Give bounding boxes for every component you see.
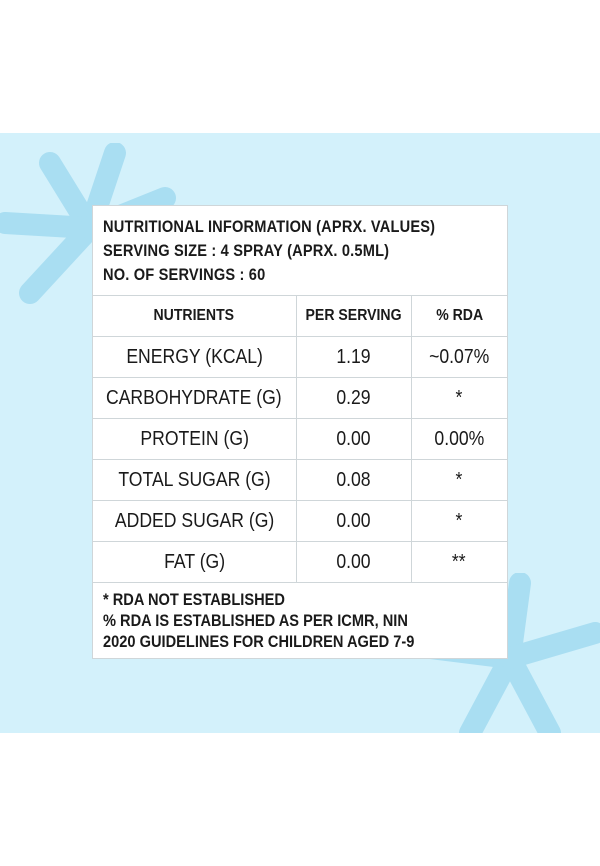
nutrient-name: CARBOHYDRATE (G): [93, 377, 297, 419]
nutrition-panel: NUTRITIONAL INFORMATION (APRX. VALUES) S…: [92, 205, 508, 659]
table-row: ENERGY (KCAL) 1.19 ~0.07%: [93, 336, 507, 378]
column-header-nutrients: NUTRIENTS: [93, 296, 297, 337]
column-header-per-serving: PER SERVING: [296, 296, 412, 337]
nutrient-name: FAT (G): [93, 541, 297, 583]
rda-value: ~0.07%: [411, 336, 507, 378]
rda-value: *: [411, 377, 507, 419]
table-row: PROTEIN (G) 0.00 0.00%: [93, 418, 507, 460]
nutrition-title: NUTRITIONAL INFORMATION (APRX. VALUES): [103, 217, 436, 236]
serving-size: SERVING SIZE : 4 SPRAY (APRX. 0.5ML): [103, 241, 390, 260]
per-serving-value: 0.00: [296, 418, 412, 460]
table-row: FAT (G) 0.00 **: [93, 541, 507, 583]
per-serving-value: 0.29: [296, 377, 412, 419]
nutrient-name: ENERGY (KCAL): [93, 336, 297, 378]
rda-value: *: [411, 459, 507, 501]
per-serving-value: 0.00: [296, 500, 412, 542]
per-serving-value: 0.00: [296, 541, 412, 583]
nutrient-name: ADDED SUGAR (G): [93, 500, 297, 542]
servings-count: NO. OF SERVINGS : 60: [103, 265, 266, 284]
table-row: ADDED SUGAR (G) 0.00 *: [93, 500, 507, 542]
nutrient-name: PROTEIN (G): [93, 418, 297, 460]
nutrition-table: NUTRIENTS PER SERVING % RDA ENERGY (KCAL…: [93, 296, 507, 583]
nutrition-header: NUTRITIONAL INFORMATION (APRX. VALUES) S…: [93, 206, 507, 296]
rda-value: *: [411, 500, 507, 542]
nutrient-name: TOTAL SUGAR (G): [93, 459, 297, 501]
rda-value: 0.00%: [411, 418, 507, 460]
per-serving-value: 1.19: [296, 336, 412, 378]
column-header-rda: % RDA: [411, 296, 507, 337]
footnotes: * RDA NOT ESTABLISHED % RDA IS ESTABLISH…: [93, 583, 507, 652]
footnote-rda-source: % RDA IS ESTABLISHED AS PER ICMR, NIN: [103, 611, 408, 630]
footnote-rda-not-established: * RDA NOT ESTABLISHED: [103, 590, 285, 609]
rda-value: **: [411, 541, 507, 583]
table-header-row: NUTRIENTS PER SERVING % RDA: [93, 296, 507, 337]
footnote-rda-guidelines: 2020 GUIDELINES FOR CHILDREN AGED 7-9: [103, 632, 415, 651]
table-row: TOTAL SUGAR (G) 0.08 *: [93, 459, 507, 501]
per-serving-value: 0.08: [296, 459, 412, 501]
table-row: CARBOHYDRATE (G) 0.29 *: [93, 377, 507, 419]
